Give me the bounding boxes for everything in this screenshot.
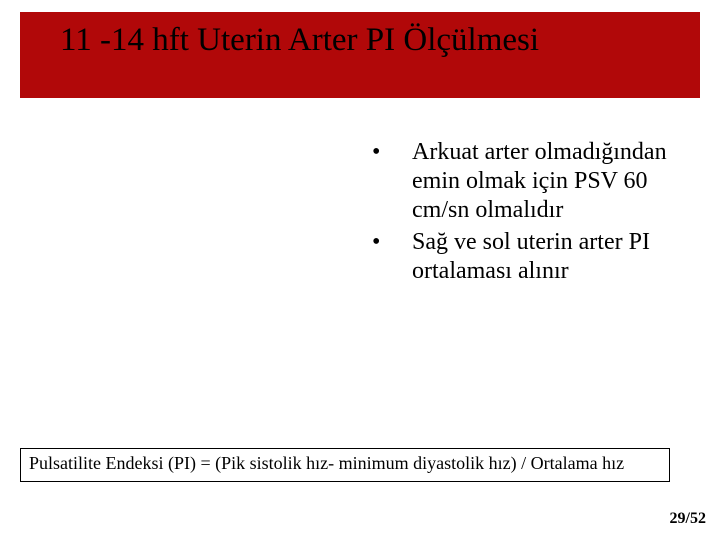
list-item: • Arkuat arter olmadığından emin olmak i…: [368, 138, 668, 224]
list-item: • Sağ ve sol uterin arter PI ortalaması …: [368, 228, 668, 286]
bullet-marker-icon: •: [368, 138, 412, 167]
slide: 11 -14 hft Uterin Arter PI Ölçülmesi • A…: [0, 0, 720, 540]
footnote-text: Pulsatilite Endeksi (PI) = (Pik sistolik…: [29, 453, 661, 475]
footnote-box: Pulsatilite Endeksi (PI) = (Pik sistolik…: [20, 448, 670, 482]
bullet-list: • Arkuat arter olmadığından emin olmak i…: [368, 138, 668, 290]
slide-title: 11 -14 hft Uterin Arter PI Ölçülmesi: [60, 22, 539, 58]
bullet-text: Sağ ve sol uterin arter PI ortalaması al…: [412, 228, 668, 286]
bullet-marker-icon: •: [368, 228, 412, 257]
title-band: 11 -14 hft Uterin Arter PI Ölçülmesi: [20, 12, 700, 98]
page-number: 29/52: [670, 510, 706, 528]
bullet-text: Arkuat arter olmadığından emin olmak içi…: [412, 138, 668, 224]
